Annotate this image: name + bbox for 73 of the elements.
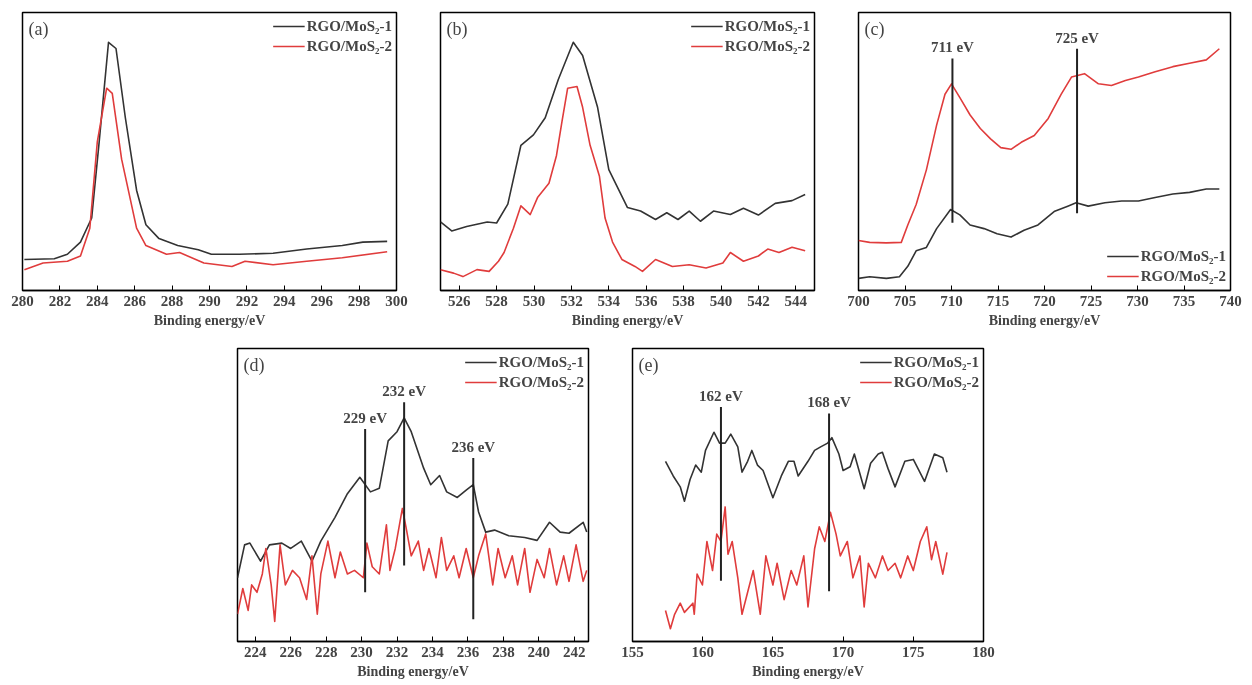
x-tick-label: 292 [235,292,259,309]
x-tick-label: 224 [243,643,267,660]
x-tick-label: 232 [385,643,409,660]
chart-title: (e) [638,354,659,376]
legend-label: RGO/MoS₂-1 [1140,247,1226,265]
ref-line-label: 162 eV [699,388,743,405]
x-tick-label: 290 [198,292,221,309]
x-tick-label: 735 [1172,292,1196,309]
x-tick-label: 715 [986,292,1010,309]
legend-label: RGO/MoS₂-2 [724,37,810,55]
x-tick-label: 236 [456,643,480,660]
x-tick-label: 532 [560,292,583,309]
x-tick-label: 538 [672,292,695,309]
x-tick-label: 710 [940,292,963,309]
x-tick-label: 300 [385,292,408,309]
x-tick-label: 280 [11,292,34,309]
x-tick-label: 294 [273,292,297,309]
x-axis-title: Binding energy/eV [988,312,1101,328]
chart-title: (c) [864,18,885,40]
chart-title: (a) [28,18,49,40]
x-tick-label: 740 [1219,292,1242,309]
x-tick-label: 540 [709,292,733,309]
x-tick-label: 528 [485,292,508,309]
x-tick-label: 296 [310,292,334,309]
x-tick-label: 180 [972,643,995,660]
ref-line-label: 725 eV [1055,29,1100,46]
x-tick-label: 298 [347,292,371,309]
x-tick-label: 286 [123,292,147,309]
legend-label: RGO/MoS₂-1 [498,353,584,371]
legend-label: RGO/MoS₂-2 [498,373,584,391]
legend-label: RGO/MoS₂-1 [724,17,810,35]
x-tick-label: 730 [1126,292,1149,309]
x-tick-label: 544 [784,292,808,309]
x-tick-label: 238 [492,643,515,660]
x-tick-label: 530 [522,292,546,309]
legend-label: RGO/MoS₂-2 [1140,267,1226,285]
legend-label: RGO/MoS₂-1 [893,353,979,371]
x-tick-label: 228 [314,643,338,660]
x-axis-title: Binding energy/eV [153,312,266,328]
x-tick-label: 536 [634,292,658,309]
x-axis-title: Binding energy/eV [571,312,684,328]
ref-line-label: 232 eV [382,383,427,400]
x-tick-label: 725 [1079,292,1103,309]
x-tick-label: 242 [563,643,586,660]
x-tick-label: 705 [893,292,917,309]
chart-title: (d) [243,354,265,376]
ref-line-label: 711 eV [930,39,975,56]
x-tick-label: 170 [831,643,855,660]
x-tick-label: 240 [527,643,551,660]
x-tick-label: 175 [902,643,925,660]
ref-line-label: 229 eV [343,410,388,427]
ref-line-label: 236 eV [451,439,496,456]
legend-label: RGO/MoS₂-1 [306,17,392,35]
x-tick-label: 720 [1033,292,1056,309]
x-tick-label: 284 [86,292,110,309]
x-axis-title: Binding energy/eV [357,663,469,679]
ref-line-label: 168 eV [807,394,852,411]
x-tick-label: 234 [421,643,445,660]
x-tick-label: 226 [279,643,303,660]
legend-label: RGO/MoS₂-2 [306,37,392,55]
x-axis-title: Binding energy/eV [752,663,864,679]
legend-label: RGO/MoS₂-2 [893,373,979,391]
chart-title: (b) [446,18,468,40]
x-tick-label: 160 [691,643,714,660]
x-tick-label: 542 [747,292,770,309]
x-tick-label: 282 [48,292,72,309]
x-tick-label: 230 [350,643,373,660]
x-tick-label: 165 [761,643,785,660]
x-tick-label: 526 [447,292,471,309]
x-tick-label: 700 [847,292,870,309]
x-tick-label: 534 [597,292,621,309]
x-tick-label: 155 [621,643,644,660]
x-tick-label: 288 [160,292,184,309]
